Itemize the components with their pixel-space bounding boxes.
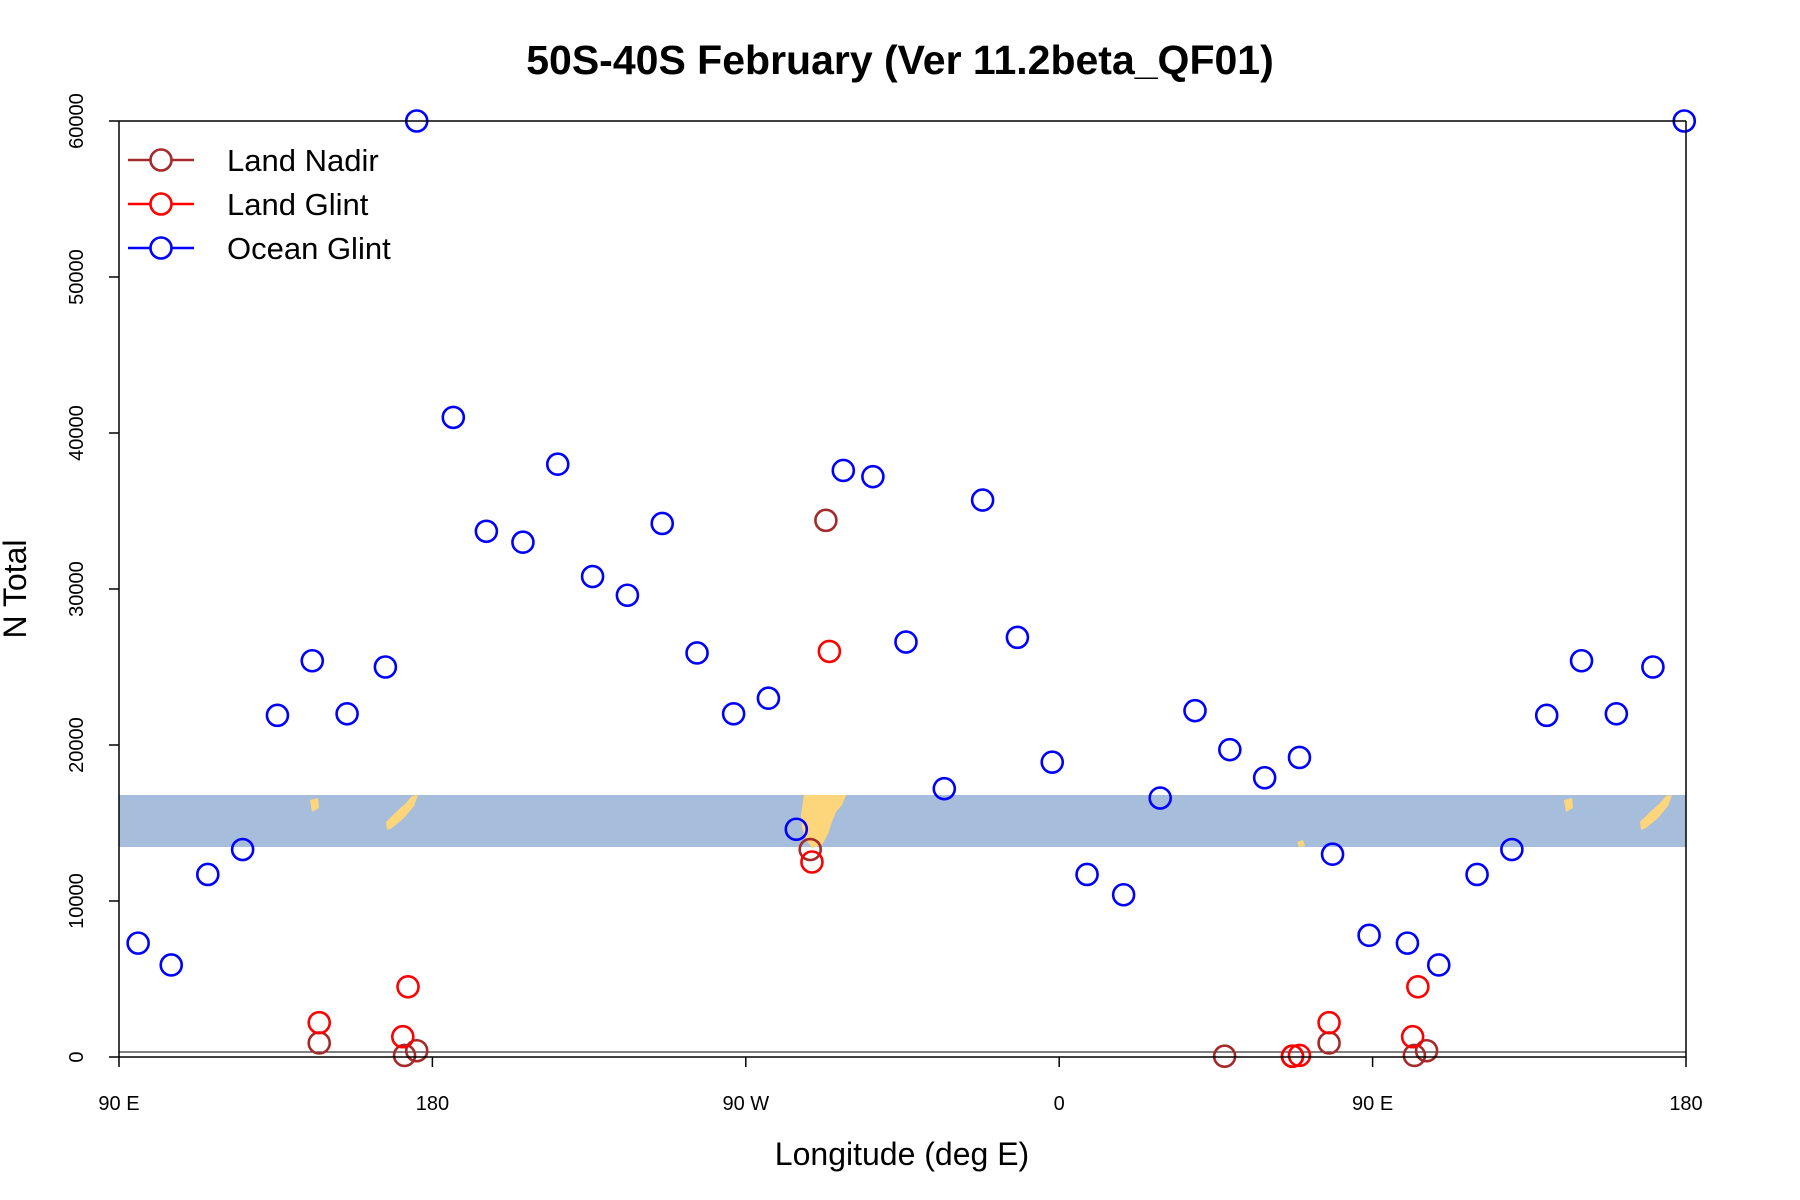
ocean-glint-point — [1183, 698, 1207, 723]
ocean-glint-point — [1287, 745, 1312, 770]
land-nadir-point — [1402, 1043, 1427, 1068]
ocean-glint-point — [650, 511, 675, 536]
land-glint-point — [391, 1024, 415, 1049]
land-glint-point — [817, 639, 842, 664]
points-layer — [119, 109, 1697, 1069]
land-glint-point — [1400, 1024, 1425, 1049]
ocean-glint-point — [1395, 931, 1420, 955]
y-tick-label: 20000 — [66, 717, 88, 773]
ocean-glint-point — [126, 931, 150, 955]
ocean-glint-point — [831, 458, 856, 483]
land-glint-legend-label: Land Glint — [227, 187, 369, 222]
ocean-glint-point — [1534, 703, 1559, 728]
map-ocean-band — [119, 795, 1686, 847]
ocean-glint-point — [1218, 737, 1242, 762]
land-glint-point — [396, 974, 420, 999]
ocean-glint-point — [1500, 837, 1524, 862]
land-nadir-point — [1317, 1031, 1341, 1055]
map-land — [310, 795, 1672, 848]
ocean-glint-point — [230, 837, 255, 862]
y-tick-label: 30000 — [66, 561, 88, 617]
ocean-glint-point — [265, 703, 290, 728]
ocean-glint-point — [1357, 923, 1381, 948]
ocean-glint-point — [511, 530, 535, 555]
land-glint-point — [1287, 1043, 1312, 1068]
ocean-glint-point — [970, 488, 995, 512]
y-axis-label: N Total — [0, 539, 33, 638]
land-glint-point — [800, 850, 824, 874]
ocean-glint-point — [195, 862, 220, 887]
land-kerguelen — [1297, 840, 1305, 847]
land-glint-point — [1406, 974, 1430, 999]
land-new-zealand-south-2 — [1640, 795, 1672, 830]
land-patagonia — [801, 795, 846, 848]
ocean-glint-point — [1641, 655, 1665, 679]
land-glint-legend-marker — [149, 192, 173, 216]
land-new-zealand-south — [386, 795, 418, 830]
land-new-zealand-north — [310, 798, 319, 812]
land-nadir-point — [814, 508, 838, 533]
ocean-glint-point — [335, 701, 359, 726]
land-nadir-legend-label: Land Nadir — [227, 143, 379, 178]
ocean-glint-point — [580, 564, 605, 589]
ocean-glint-point — [1569, 648, 1594, 673]
ocean-glint-point — [300, 648, 325, 673]
chart-title: 50S-40S February (Ver 11.2beta_QF01) — [526, 37, 1274, 83]
ocean-glint-point — [1426, 953, 1451, 977]
land-glint-point — [307, 1010, 332, 1035]
land-nadir-point — [307, 1031, 332, 1055]
land-nadir-point — [1212, 1044, 1237, 1069]
ocean-glint-point — [615, 583, 640, 608]
ocean-glint-point — [721, 701, 746, 726]
ocean-glint-point — [932, 776, 957, 801]
x-tick-label: 180 — [1669, 1093, 1702, 1115]
y-tick-label: 50000 — [66, 249, 88, 305]
ocean-glint-legend-marker — [149, 236, 173, 260]
ocean-glint-point — [1604, 701, 1629, 726]
land-nadir-point — [1414, 1038, 1439, 1063]
x-tick-label: 180 — [416, 1093, 449, 1115]
y-tick-label: 10000 — [66, 873, 88, 929]
x-tick-label: 0 — [1054, 1093, 1065, 1115]
x-axis-label: Longitude (deg E) — [775, 1136, 1029, 1172]
land-nadir-point — [392, 1043, 417, 1068]
x-tick-label: 90 E — [1352, 1093, 1393, 1115]
ocean-glint-point — [756, 686, 781, 711]
ocean-glint-point — [1005, 625, 1030, 650]
ocean-glint-point — [1320, 842, 1345, 867]
map-inset — [119, 795, 1686, 848]
land-nadir-point — [404, 1038, 429, 1063]
ocean-glint-point — [1075, 862, 1099, 887]
y-axis: 0 10000 20000 30000 40000 50000 60000 — [66, 93, 119, 1063]
ocean-glint-point — [545, 452, 570, 477]
land-glint-point — [1280, 1044, 1305, 1069]
ocean-glint-point — [1111, 882, 1136, 907]
ocean-glint-point — [373, 655, 398, 679]
ocean-glint-point — [1148, 786, 1172, 810]
ocean-glint-point — [685, 641, 709, 665]
ocean-glint-point — [474, 519, 499, 544]
y-tick-label: 0 — [66, 1051, 88, 1062]
ocean-glint-point — [441, 405, 466, 430]
y-tick-label: 60000 — [66, 93, 88, 149]
x-tick-label: 90 E — [98, 1093, 139, 1115]
ocean-glint-point — [1465, 862, 1489, 887]
ocean-glint-point — [159, 953, 184, 977]
y-tick-label: 40000 — [66, 405, 88, 461]
ocean-glint-point — [1252, 765, 1277, 790]
ocean-glint-point — [784, 817, 809, 842]
land-new-zealand-north-2 — [1564, 798, 1573, 812]
ocean-glint-point — [861, 464, 885, 489]
ocean-glint-point — [1040, 750, 1065, 774]
x-tick-label: 90 W — [722, 1093, 769, 1115]
ocean-glint-point — [894, 630, 918, 654]
land-glint-point — [1317, 1010, 1341, 1035]
legend: Land Nadir Land Glint Ocean Glint — [128, 143, 391, 266]
ocean-glint-legend-label: Ocean Glint — [227, 231, 391, 266]
x-axis: 90 E 180 90 W 0 90 E 180 — [98, 1057, 1703, 1115]
land-nadir-point — [798, 837, 823, 862]
land-nadir-legend-marker — [149, 148, 173, 172]
